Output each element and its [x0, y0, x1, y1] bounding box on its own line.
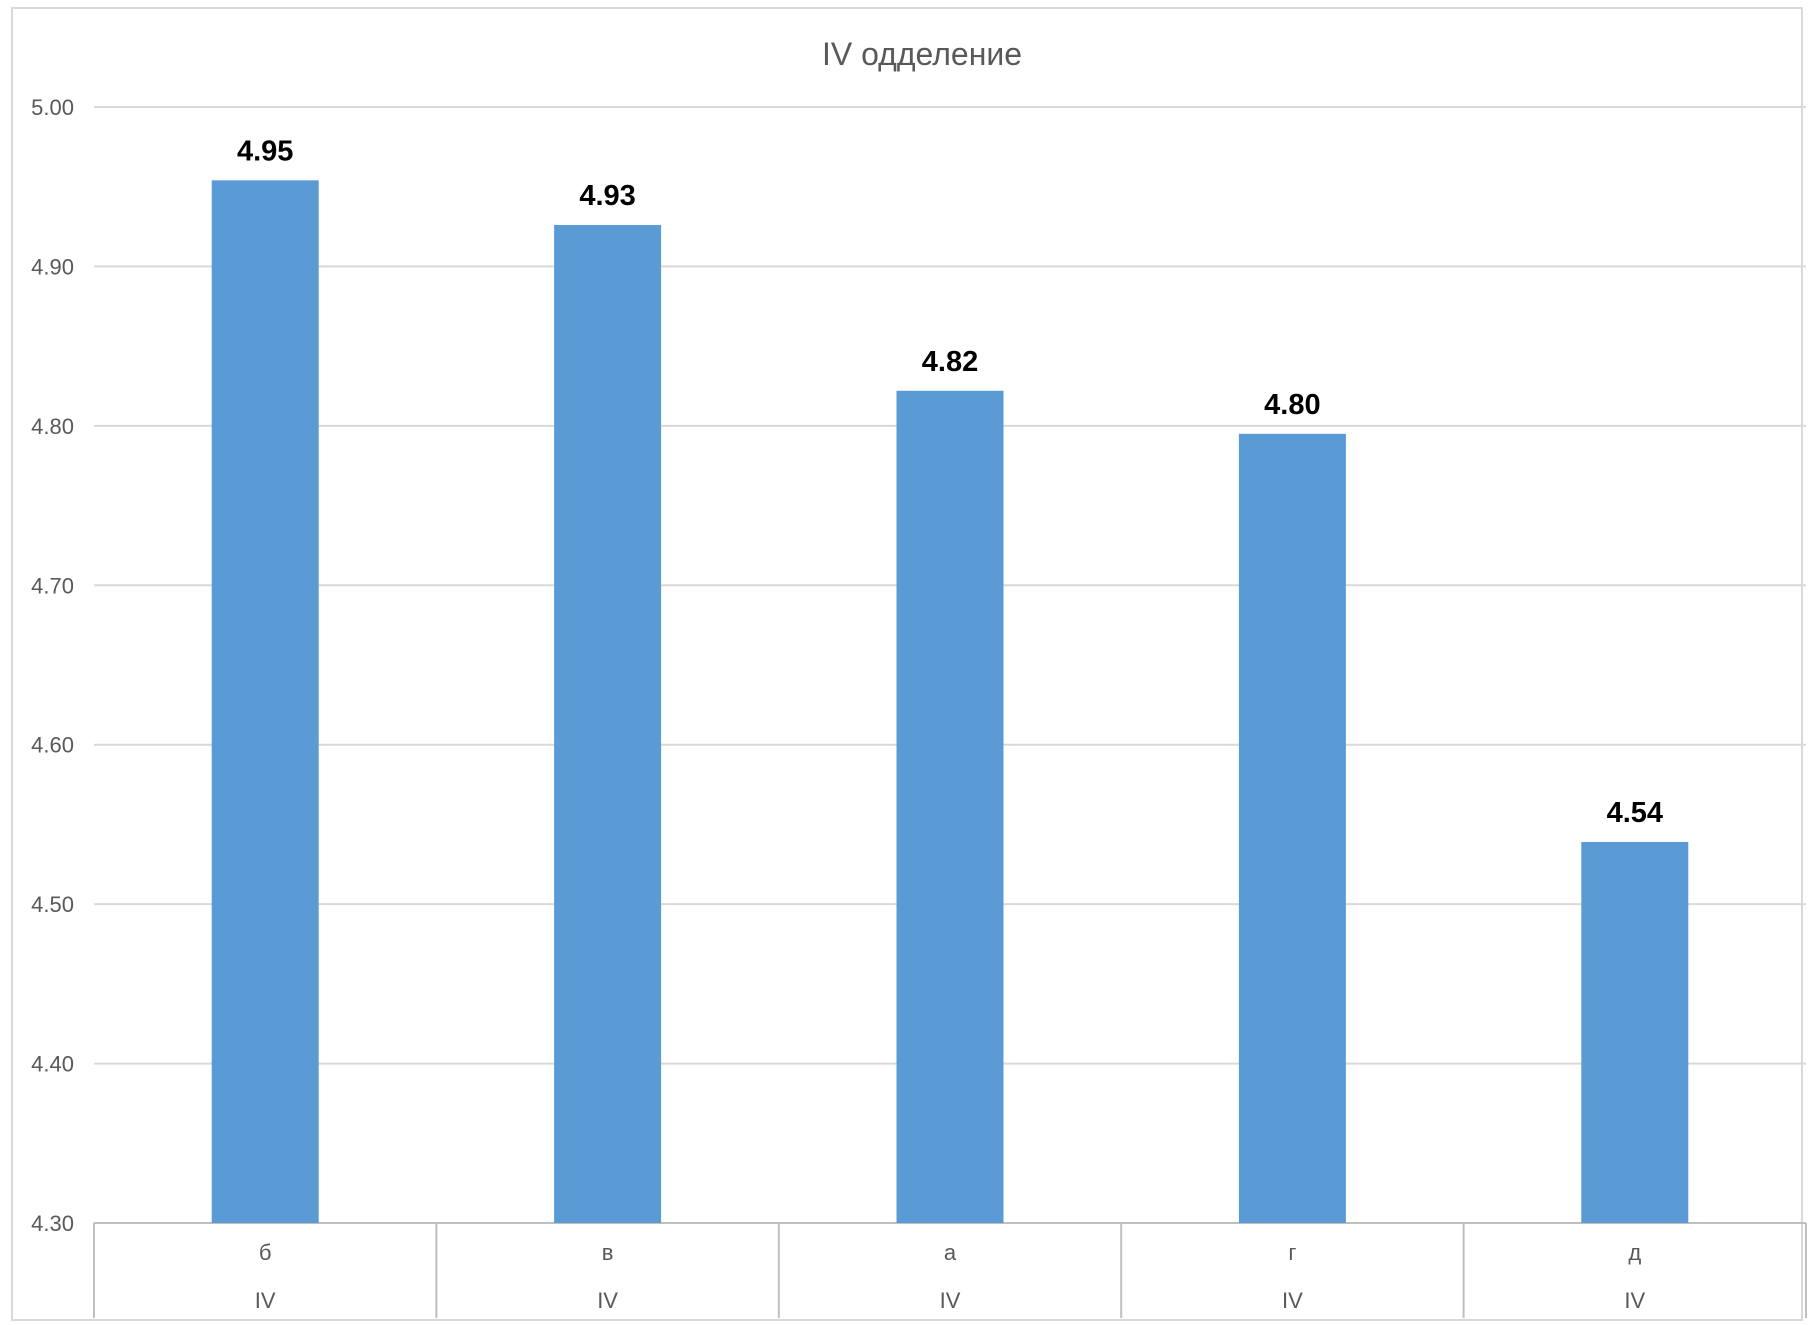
y-tick-label: 4.70: [31, 573, 74, 598]
y-tick-label: 4.90: [31, 254, 74, 279]
y-tick-label: 4.60: [31, 733, 74, 758]
data-label: 4.93: [579, 180, 635, 212]
group-label: IV: [940, 1288, 961, 1313]
bar: [896, 390, 1004, 1224]
y-tick-label: 4.50: [31, 892, 74, 917]
data-label: 4.80: [1264, 389, 1320, 421]
bar: [1238, 433, 1346, 1223]
category-label: а: [944, 1240, 957, 1265]
group-label: IV: [1624, 1288, 1645, 1313]
y-tick-label: 4.80: [31, 414, 74, 439]
data-label: 4.95: [237, 135, 293, 167]
bars: [211, 180, 1689, 1224]
chart-title: IV одделение: [822, 36, 1022, 72]
category-label: в: [602, 1240, 614, 1265]
category-label: г: [1288, 1240, 1296, 1265]
y-axis: 5.00 4.90 4.80 4.70 4.60 4.50 4.40 4.30: [31, 95, 74, 1236]
y-tick-label: 4.30: [31, 1211, 74, 1236]
group-label: IV: [1282, 1288, 1303, 1313]
category-label: б: [259, 1240, 272, 1265]
bar: [1581, 841, 1689, 1223]
data-label: 4.54: [1607, 797, 1663, 829]
data-labels: 4.95 4.93 4.82 4.80 4.54: [237, 135, 1663, 829]
bar: [211, 180, 319, 1223]
y-tick-label: 4.40: [31, 1052, 74, 1077]
y-tick-label: 5.00: [31, 95, 74, 120]
group-label: IV: [597, 1288, 618, 1313]
bar: [554, 224, 662, 1223]
x-axis: б IV в IV а IV г IV д IV: [93, 1223, 1807, 1318]
category-label: д: [1628, 1240, 1641, 1265]
data-label: 4.82: [922, 346, 978, 378]
group-label: IV: [255, 1288, 276, 1313]
